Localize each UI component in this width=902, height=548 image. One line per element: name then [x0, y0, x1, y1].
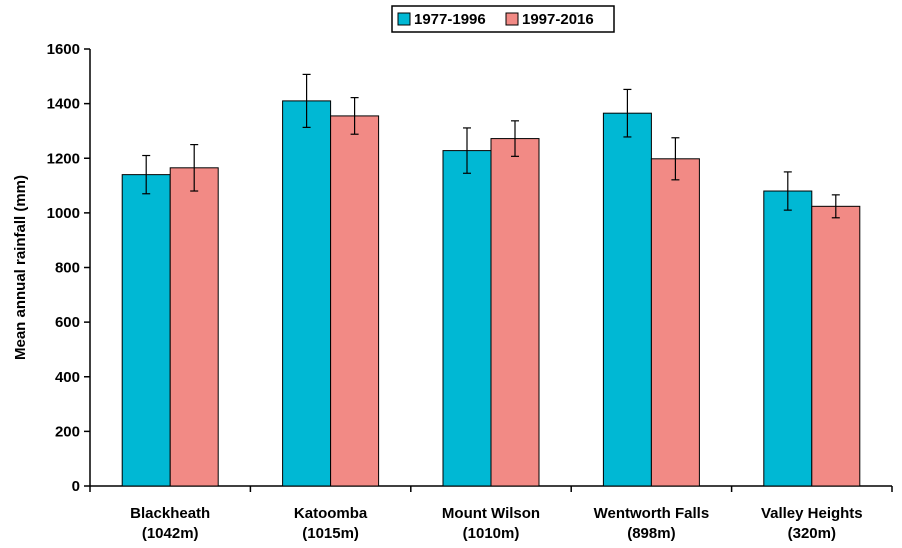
y-tick-label: 200: [55, 423, 80, 440]
y-tick-label: 1400: [47, 96, 80, 113]
y-tick-label: 1600: [47, 41, 80, 58]
bar: [602, 112, 652, 487]
y-tick-label: 800: [55, 260, 80, 277]
legend-label: 1997-2016: [522, 11, 594, 28]
x-category-label: Mount Wilson: [442, 505, 540, 522]
legend-swatch: [397, 12, 411, 26]
x-category-label: (1015m): [302, 525, 359, 542]
y-tick-label: 600: [55, 314, 80, 331]
x-category-label: (320m): [788, 525, 836, 542]
legend: 1977-1996 1997-2016: [391, 5, 615, 33]
legend-box: [391, 5, 615, 33]
bar: [650, 158, 700, 487]
x-category-label: Wentworth Falls: [594, 505, 710, 522]
x-axis: Blackheath (1042m) Katoomba (1015m) Mount Wi…: [89, 485, 893, 542]
x-category-label: Katoomba: [294, 505, 368, 522]
bar: [121, 174, 171, 487]
x-category-label: (898m): [627, 525, 675, 542]
x-category-label: Valley Heights: [761, 505, 863, 522]
bar: [811, 205, 861, 487]
bars: [121, 73, 861, 487]
x-category-label: (1010m): [463, 525, 520, 542]
y-axis: 0 200 400 600 800 1000 1200 1400 1600: [47, 41, 91, 495]
legend-swatch: [505, 12, 519, 26]
y-tick-label: 1200: [47, 150, 80, 167]
y-axis-label: Mean annual rainfall (mm): [12, 175, 29, 360]
bar: [490, 138, 540, 487]
bar: [763, 190, 813, 487]
y-tick-label: 1000: [47, 205, 80, 222]
y-tick-label: 0: [72, 478, 80, 495]
bar: [442, 150, 492, 487]
legend-label: 1977-1996: [414, 11, 486, 28]
bar: [330, 115, 380, 487]
bar: [169, 167, 219, 487]
y-tick-label: 400: [55, 369, 80, 386]
x-category-label: (1042m): [142, 525, 199, 542]
x-category-label: Blackheath: [130, 505, 210, 522]
bar: [282, 100, 332, 487]
